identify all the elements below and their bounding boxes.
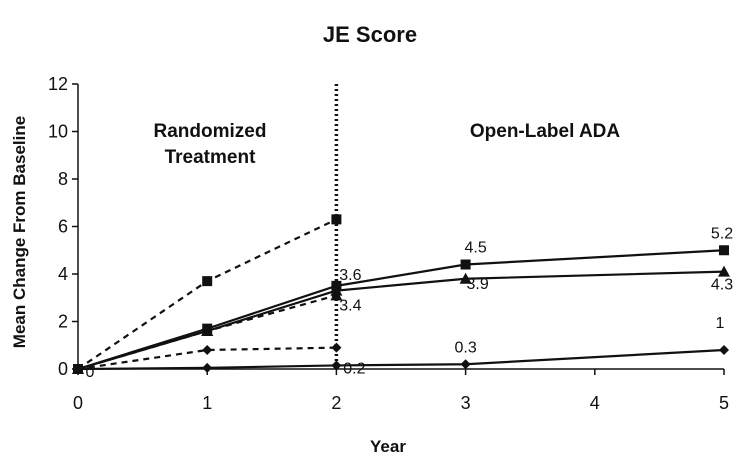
y-tick-label: 6 (58, 217, 68, 237)
series-marker-diamond (73, 364, 83, 374)
data-label: 3.6 (339, 267, 361, 284)
x-tick-label: 4 (590, 393, 600, 413)
series-marker-diamond (460, 359, 471, 370)
series-marker-diamond (202, 362, 213, 373)
series-marker-triangle (718, 265, 730, 277)
data-label: 0.2 (343, 360, 365, 377)
series-marker-diamond (202, 345, 213, 355)
region-label-line: Randomized (154, 121, 267, 142)
data-label: 4.3 (711, 277, 733, 294)
y-tick-label: 2 (58, 312, 68, 332)
data-label: 4.5 (464, 240, 486, 257)
x-tick-label: 3 (461, 393, 471, 413)
x-tick-label: 2 (331, 393, 341, 413)
x-tick-label: 1 (202, 393, 212, 413)
series-marker-triangle (459, 272, 472, 284)
y-axis-title: Mean Change From Baseline (10, 116, 29, 348)
series-marker-square (460, 259, 471, 270)
series-marker-diamond (331, 360, 342, 371)
data-label: 0 (86, 364, 95, 381)
series-marker-diamond (331, 342, 342, 353)
x-tick-label: 5 (719, 393, 729, 413)
region-label-line: Treatment (165, 147, 256, 168)
data-label: 3.4 (339, 298, 361, 315)
series-line-open-label (77, 249, 725, 371)
y-tick-label: 12 (48, 74, 68, 94)
x-tick-label: 0 (73, 393, 83, 413)
y-tick-label: 0 (58, 359, 68, 379)
y-tick-label: 4 (58, 264, 68, 284)
region-label-randomized: Randomized Treatment (154, 121, 267, 168)
series-marker-triangle (330, 284, 343, 296)
chart-title: JE Score (323, 22, 417, 47)
data-label: 0.3 (454, 339, 476, 356)
series-marker-diamond (719, 345, 729, 355)
series-marker-square (331, 214, 342, 225)
x-axis-title: Year (370, 437, 406, 456)
y-tick-label: 8 (58, 169, 68, 189)
series-marker-triangle (201, 325, 214, 336)
data-label: 5.2 (711, 225, 733, 242)
series-marker-square (719, 245, 729, 256)
series-marker-square (202, 276, 213, 287)
data-label: 3.9 (466, 276, 488, 293)
series-line-open-label (77, 348, 725, 371)
region-label-open-label: Open-Label ADA (470, 121, 621, 142)
y-tick-label: 10 (48, 122, 68, 142)
data-label: 1 (716, 315, 725, 332)
